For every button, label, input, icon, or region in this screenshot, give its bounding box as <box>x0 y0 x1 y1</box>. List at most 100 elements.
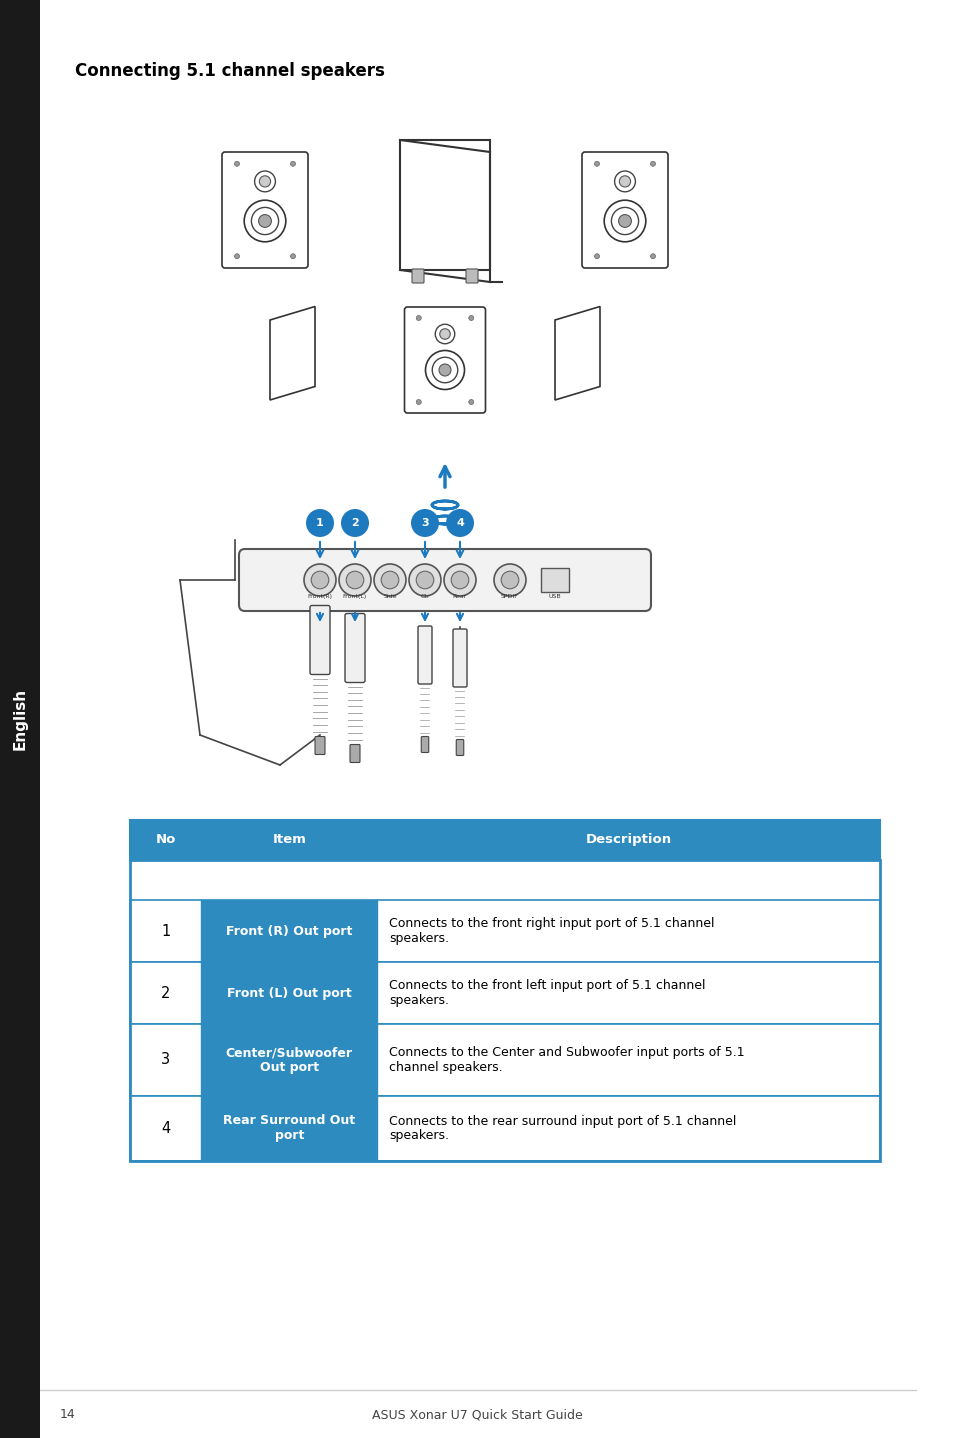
Circle shape <box>304 564 335 595</box>
Circle shape <box>614 171 635 191</box>
Circle shape <box>291 253 295 259</box>
Circle shape <box>374 564 406 595</box>
FancyBboxPatch shape <box>222 152 308 267</box>
Circle shape <box>603 200 645 242</box>
Circle shape <box>432 357 457 383</box>
FancyBboxPatch shape <box>412 269 423 283</box>
Text: No: No <box>155 834 175 847</box>
Text: Connects to the rear surround input port of 5.1 channel
speakers.: Connects to the rear surround input port… <box>389 1114 736 1143</box>
Text: ASUS Xonar U7 Quick Start Guide: ASUS Xonar U7 Quick Start Guide <box>372 1408 581 1422</box>
FancyBboxPatch shape <box>239 549 650 611</box>
Circle shape <box>252 207 278 234</box>
Text: Front (R) Out port: Front (R) Out port <box>226 925 353 938</box>
Text: Item: Item <box>273 834 306 847</box>
Text: Rear: Rear <box>453 594 467 600</box>
Circle shape <box>650 161 655 167</box>
Circle shape <box>416 400 421 404</box>
Circle shape <box>500 571 518 588</box>
Circle shape <box>650 253 655 259</box>
Circle shape <box>244 200 286 242</box>
Circle shape <box>409 564 440 595</box>
Circle shape <box>594 161 598 167</box>
Text: 4: 4 <box>161 1122 170 1136</box>
FancyBboxPatch shape <box>310 605 330 674</box>
Bar <box>130 900 879 962</box>
Circle shape <box>346 571 363 588</box>
Text: 1: 1 <box>315 518 323 528</box>
Text: 2: 2 <box>351 518 358 528</box>
Text: Front(L): Front(L) <box>342 594 367 600</box>
Bar <box>0 0 40 1438</box>
FancyBboxPatch shape <box>465 269 477 283</box>
Text: Front(R): Front(R) <box>307 594 333 600</box>
Circle shape <box>291 161 295 167</box>
Circle shape <box>443 564 476 595</box>
Text: Description: Description <box>585 834 671 847</box>
Text: Front (L) Out port: Front (L) Out port <box>227 986 352 999</box>
Circle shape <box>254 171 275 191</box>
Bar <box>201 1024 377 1096</box>
Circle shape <box>306 509 334 536</box>
Text: Connecting 5.1 channel speakers: Connecting 5.1 channel speakers <box>75 62 384 81</box>
Bar <box>130 860 879 1160</box>
Text: Ctr: Ctr <box>420 594 429 600</box>
Bar <box>399 139 490 270</box>
Circle shape <box>435 324 455 344</box>
Text: English: English <box>12 687 28 751</box>
Circle shape <box>338 564 371 595</box>
Text: 14: 14 <box>60 1408 75 1422</box>
Text: Side: Side <box>383 594 396 600</box>
FancyBboxPatch shape <box>421 736 428 752</box>
Circle shape <box>340 509 369 536</box>
Text: 2: 2 <box>161 985 171 1001</box>
FancyBboxPatch shape <box>404 306 485 413</box>
FancyBboxPatch shape <box>417 626 432 684</box>
FancyBboxPatch shape <box>581 152 667 267</box>
Text: 4: 4 <box>456 518 463 528</box>
Circle shape <box>234 161 239 167</box>
Circle shape <box>259 175 271 187</box>
Text: Connects to the Center and Subwoofer input ports of 5.1
channel speakers.: Connects to the Center and Subwoofer inp… <box>389 1045 744 1074</box>
Circle shape <box>618 175 630 187</box>
Circle shape <box>411 509 438 536</box>
Bar <box>130 820 879 860</box>
FancyBboxPatch shape <box>345 614 365 683</box>
Circle shape <box>618 214 631 227</box>
Circle shape <box>451 571 468 588</box>
Circle shape <box>438 364 451 375</box>
FancyBboxPatch shape <box>456 739 463 755</box>
FancyBboxPatch shape <box>350 745 359 762</box>
Circle shape <box>234 253 239 259</box>
Circle shape <box>594 253 598 259</box>
Text: Center/Subwoofer
Out port: Center/Subwoofer Out port <box>226 1045 353 1074</box>
Circle shape <box>468 400 474 404</box>
Circle shape <box>381 571 398 588</box>
FancyBboxPatch shape <box>453 628 467 687</box>
Circle shape <box>468 315 474 321</box>
Circle shape <box>446 509 474 536</box>
Circle shape <box>494 564 525 595</box>
Bar <box>201 962 377 1024</box>
Text: USB: USB <box>548 594 560 600</box>
Circle shape <box>258 214 271 227</box>
Bar <box>130 962 879 1024</box>
Circle shape <box>416 315 421 321</box>
Text: 1: 1 <box>161 923 170 939</box>
Bar <box>130 1096 879 1160</box>
Text: 3: 3 <box>161 1053 170 1067</box>
FancyBboxPatch shape <box>314 736 325 755</box>
Polygon shape <box>270 306 314 400</box>
Text: Connects to the front left input port of 5.1 channel
speakers.: Connects to the front left input port of… <box>389 979 705 1007</box>
Text: Connects to the front right input port of 5.1 channel
speakers.: Connects to the front right input port o… <box>389 917 714 945</box>
Circle shape <box>311 571 329 588</box>
Circle shape <box>425 351 464 390</box>
Bar <box>130 1024 879 1096</box>
Circle shape <box>439 329 450 339</box>
FancyBboxPatch shape <box>540 568 568 592</box>
Circle shape <box>416 571 434 588</box>
Bar <box>201 1096 377 1160</box>
Circle shape <box>611 207 638 234</box>
Bar <box>201 900 377 962</box>
Polygon shape <box>555 306 599 400</box>
Text: Rear Surround Out
port: Rear Surround Out port <box>223 1114 355 1143</box>
